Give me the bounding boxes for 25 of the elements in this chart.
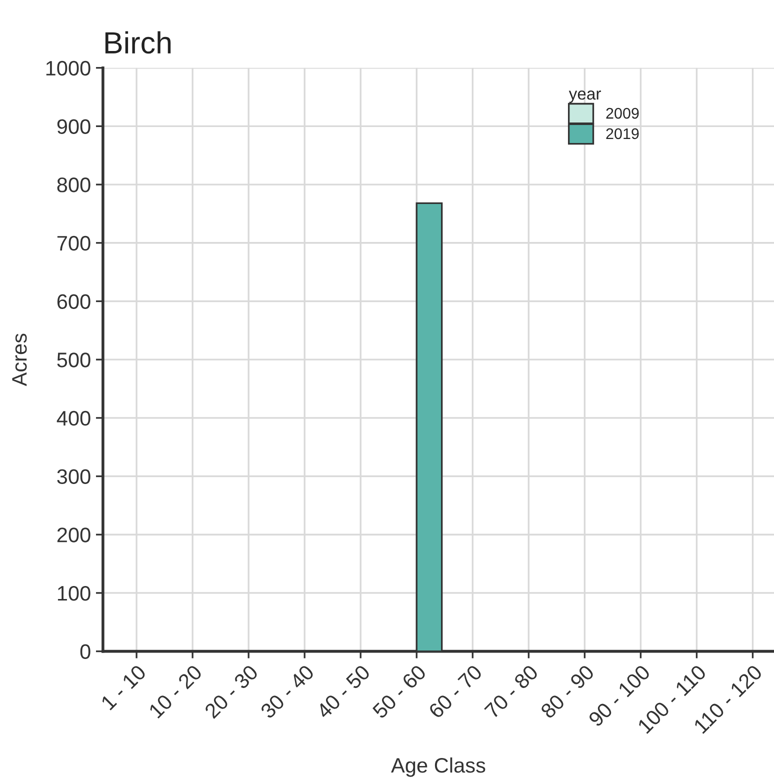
y-tick-label: 500 bbox=[57, 352, 90, 368]
legend-label: 2009 bbox=[606, 108, 639, 119]
y-tick-label: 800 bbox=[57, 178, 90, 192]
y-tick-label: 100 bbox=[58, 586, 90, 601]
y-tick-label: 300 bbox=[57, 469, 90, 484]
y-axis-title: Acres bbox=[12, 334, 27, 386]
legend-label: 2019 bbox=[606, 128, 639, 140]
x-tick-label: 60 - 70 bbox=[428, 664, 483, 720]
chart-title: Birch bbox=[105, 31, 171, 54]
y-tick-label: 900 bbox=[57, 119, 90, 134]
x-tick-label: 30 - 40 bbox=[260, 664, 315, 720]
x-tick-label: 50 - 60 bbox=[372, 664, 427, 720]
x-tick-label: 10 - 20 bbox=[148, 664, 203, 719]
y-tick-label: 600 bbox=[57, 294, 90, 309]
legend-title: year bbox=[568, 90, 601, 103]
y-tick-label: 200 bbox=[57, 528, 90, 542]
x-tick-label: 40 - 50 bbox=[315, 664, 371, 720]
y-tick-label: 0 bbox=[80, 644, 90, 660]
x-axis-title: Age Class bbox=[391, 757, 486, 777]
y-tick-label: 1000 bbox=[46, 60, 90, 76]
y-tick-label: 700 bbox=[57, 236, 90, 251]
x-tick-label: 70 - 80 bbox=[484, 664, 539, 720]
y-tick-label: 400 bbox=[56, 410, 90, 426]
x-tick-label: 1 - 10 bbox=[100, 664, 147, 710]
x-tick-label: 20 - 30 bbox=[204, 664, 259, 720]
